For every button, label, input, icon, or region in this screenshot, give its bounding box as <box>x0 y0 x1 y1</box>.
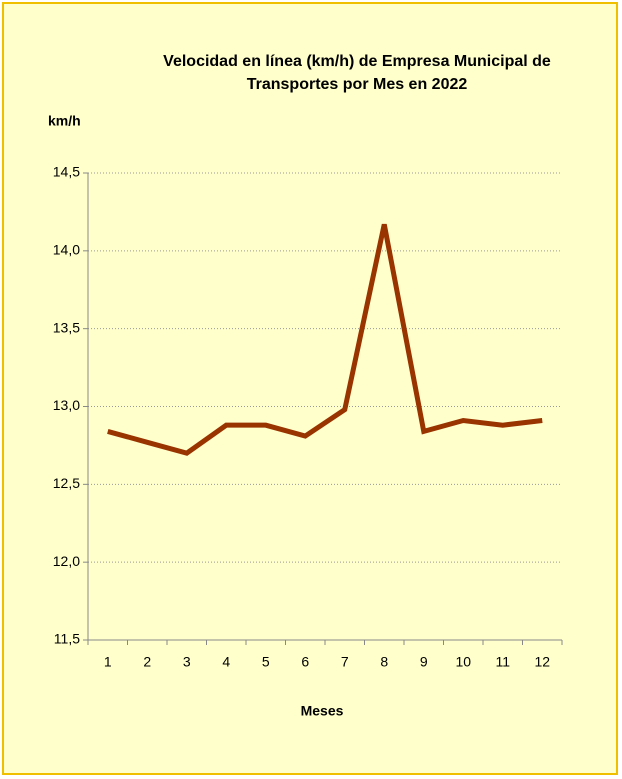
x-tick-label: 11 <box>495 654 510 670</box>
x-tick-label: 8 <box>380 654 388 670</box>
x-tick-label: 3 <box>183 654 191 670</box>
y-tick-label: 11,5 <box>54 631 80 647</box>
x-tick-label: 12 <box>534 654 550 670</box>
y-tick-label: 13,5 <box>53 319 80 335</box>
chart-title: Transportes por Mes en 2022 <box>247 76 468 93</box>
data-line <box>107 223 543 456</box>
x-axis-label: Meses <box>301 703 344 719</box>
y-tick-label: 12,0 <box>53 553 80 569</box>
y-tick-label: 14,0 <box>53 242 80 258</box>
x-tick-label: 5 <box>262 654 270 670</box>
y-tick-label: 14,5 <box>53 164 80 180</box>
x-tick-label: 6 <box>301 654 309 670</box>
x-tick-label: 10 <box>455 654 471 670</box>
y-axis-label: km/h <box>48 113 81 129</box>
x-tick-label: 7 <box>341 654 349 670</box>
y-tick-label: 12,5 <box>53 475 80 491</box>
x-tick-label: 9 <box>420 654 428 670</box>
x-tick-label: 2 <box>143 654 151 670</box>
x-tick-label: 4 <box>222 654 230 670</box>
x-tick-label: 1 <box>104 654 112 670</box>
y-tick-label: 13,0 <box>53 397 80 413</box>
chart-title: Velocidad en línea (km/h) de Empresa Mun… <box>163 53 551 70</box>
